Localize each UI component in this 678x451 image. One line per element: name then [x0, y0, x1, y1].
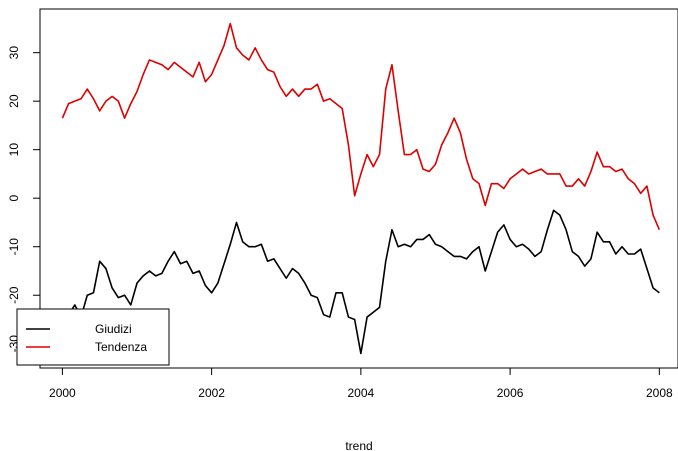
legend: Giudizi Tendenza	[16, 308, 170, 366]
y-tick-label-30: 30	[7, 46, 21, 60]
x-tick-label-2002: 2002	[198, 386, 225, 400]
x-tick-label-2006: 2006	[497, 386, 524, 400]
series-line-tendenza	[61, 22, 661, 231]
legend-box	[16, 308, 170, 366]
x-axis-title: trend	[345, 439, 372, 451]
series-line-giudizi	[61, 209, 660, 355]
legend-label-giudizi: Giudizi	[95, 322, 132, 336]
plot-frame	[39, 8, 678, 369]
y-tick-label-0: 0	[7, 195, 21, 202]
y-tick-label-10: 10	[7, 143, 21, 157]
x-tick-label-2000: 2000	[49, 386, 76, 400]
series-layer	[61, 22, 661, 355]
legend-label-tendenza: Tendenza	[95, 340, 147, 354]
x-tick-label-2008: 2008	[646, 386, 673, 400]
y-tick-label--10: -10	[7, 238, 21, 256]
x-tick-label-2004: 2004	[348, 386, 375, 400]
y-tick-label-20: 20	[7, 94, 21, 108]
y-tick-label--20: -20	[7, 286, 21, 304]
x-axis: 2000 2002 2004 2006 2008	[49, 368, 673, 400]
